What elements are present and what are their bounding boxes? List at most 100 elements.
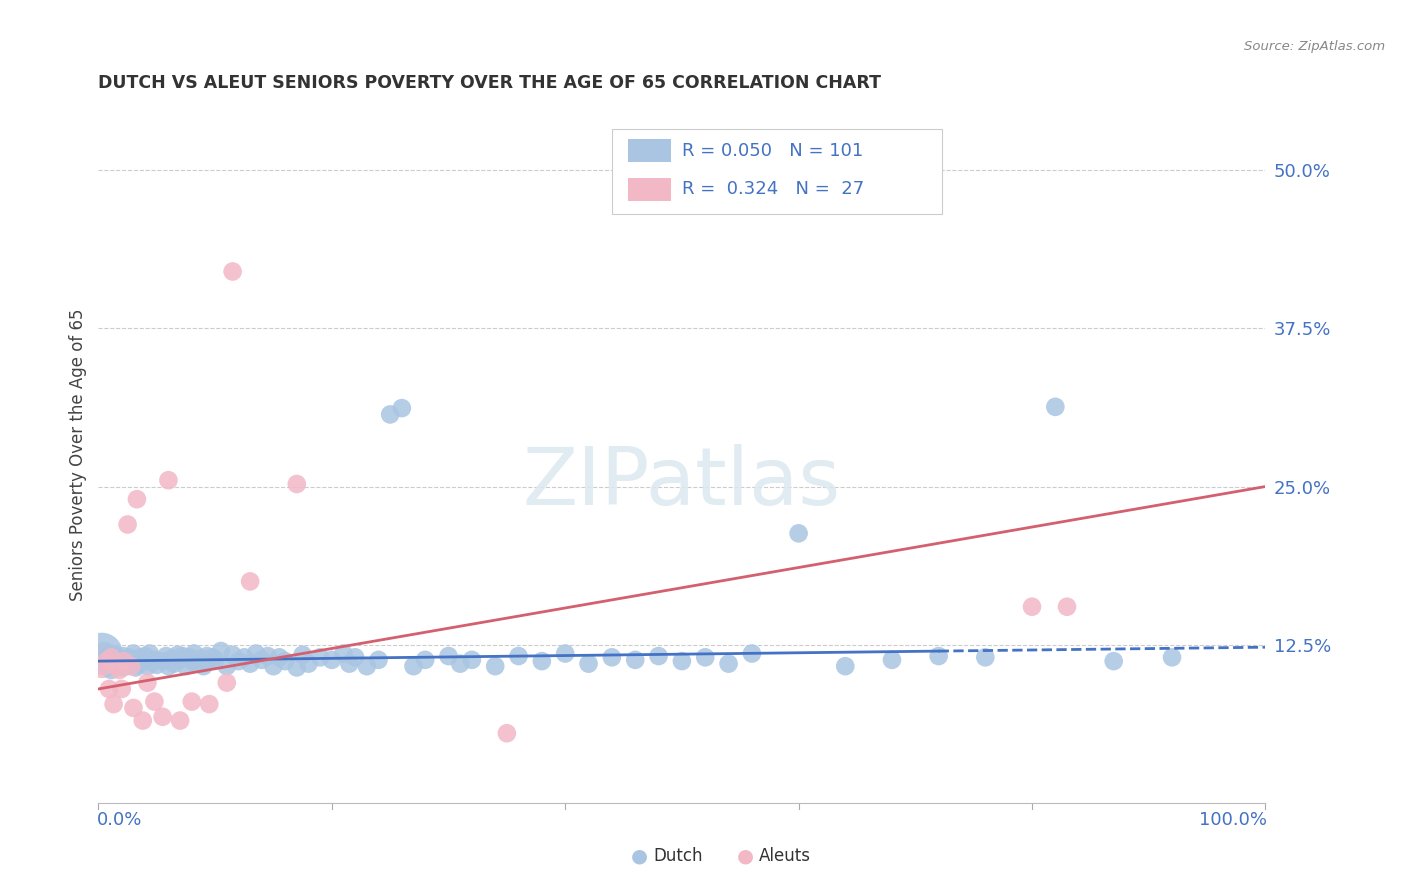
Text: Source: ZipAtlas.com: Source: ZipAtlas.com [1244,40,1385,54]
Text: ●: ● [631,847,648,866]
Point [120,657,142,671]
Point [1056,599,1078,614]
Point [190,651,212,665]
Point [367,653,389,667]
Point [337,657,360,671]
Point [741,647,763,661]
Point [974,650,997,665]
Point [671,654,693,668]
Point [221,264,243,278]
Point [250,653,273,667]
Point [111,681,134,696]
Point [132,654,155,668]
Point [115,659,138,673]
Text: Dutch: Dutch [654,847,703,865]
Point [239,574,262,589]
Point [139,647,162,661]
Point [1102,654,1125,668]
Point [163,657,186,671]
Point [321,653,343,667]
Point [198,697,221,711]
Point [155,648,177,663]
Point [122,701,145,715]
Point [105,651,128,665]
Text: 0.0%: 0.0% [97,811,142,830]
Point [309,650,332,665]
Point [262,659,284,673]
Point [125,653,148,667]
Point [169,653,191,667]
Point [221,648,243,662]
Point [391,401,413,416]
Point [117,517,139,532]
Point [90,654,112,668]
Point [928,648,950,663]
Point [112,657,135,671]
Point [180,695,202,709]
Point [152,654,174,668]
Point [93,644,115,658]
Point [1021,599,1043,614]
Point [880,653,903,667]
Point [209,644,232,658]
Point [160,651,183,665]
Point [297,657,319,671]
Point [285,660,308,674]
Point [172,648,194,663]
Point [215,675,238,690]
Point [169,714,191,728]
Point [103,697,125,711]
Point [132,714,155,728]
Point [239,657,262,671]
Point [228,654,250,668]
Text: 100.0%: 100.0% [1198,811,1267,830]
Point [717,657,740,671]
Point [141,656,163,670]
Point [118,650,141,665]
Point [129,650,152,665]
Point [108,657,131,672]
Point [461,653,484,667]
Point [204,653,226,667]
Text: R =  0.324   N =  27: R = 0.324 N = 27 [682,180,865,198]
Point [413,653,436,667]
Point [98,647,121,661]
Point [530,654,553,668]
Point [179,650,201,665]
Point [97,659,120,673]
Point [578,657,600,671]
Point [103,657,125,671]
Point [134,648,156,663]
Point [125,660,148,674]
Point [484,659,506,673]
Point [112,654,135,668]
Point [195,648,218,663]
Point [180,654,202,668]
Point [100,650,122,665]
Point [120,659,142,673]
Text: ●: ● [737,847,754,866]
Point [127,657,149,672]
Point [449,657,471,671]
Point [90,647,112,661]
Point [108,663,131,677]
Point [291,648,314,662]
Text: R = 0.050   N = 101: R = 0.050 N = 101 [682,142,863,160]
Point [122,647,145,661]
Point [97,681,120,696]
Point [157,473,180,487]
Point [274,654,297,668]
Point [437,648,460,663]
Text: ZIPatlas: ZIPatlas [523,443,841,522]
Point [125,492,148,507]
Point [402,659,425,673]
Point [245,647,267,661]
Point [496,726,519,740]
Point [787,526,810,541]
Point [166,648,188,662]
Point [554,647,576,661]
Point [834,659,856,673]
Text: Aleuts: Aleuts [759,847,811,865]
Point [152,710,174,724]
Point [380,408,402,422]
